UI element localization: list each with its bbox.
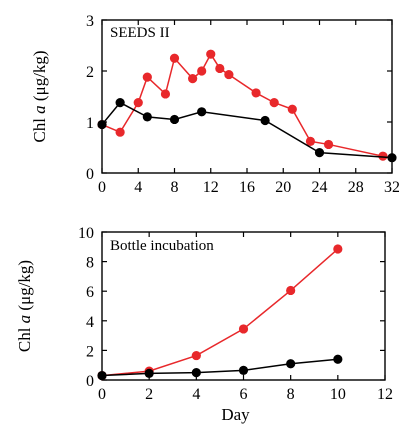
red-data-point (286, 285, 296, 296)
black-data-point (238, 365, 249, 375)
black-data-point (144, 368, 154, 378)
red-data-point (142, 72, 152, 82)
red-data-point (169, 53, 180, 63)
red-data-point (224, 69, 234, 80)
red-data-point (191, 350, 201, 361)
x-tick-label: 24 (312, 179, 328, 196)
panel-bottle-incubation: 0 2 4 6 8 10 12 0 2 4 6 8 10 Bottle incubation Chl a (… (15, 225, 393, 424)
y-tick-label: 2 (86, 343, 94, 360)
black-data-point (115, 98, 125, 108)
red-data-point (160, 89, 171, 99)
x-tick-label: 16 (239, 179, 255, 196)
x-tick-label: 12 (377, 386, 393, 403)
black-series-line (101, 101, 393, 159)
red-data-point (333, 244, 343, 254)
black-data-point (286, 359, 296, 369)
red-data-point (287, 104, 297, 114)
black-data-point (97, 119, 107, 130)
red-data-point (188, 74, 198, 84)
y-tick-label: 3 (86, 13, 94, 30)
x-tick-label: 10 (330, 386, 346, 403)
x-tick-label: 20 (275, 179, 291, 196)
black-data-point (142, 112, 152, 122)
red-data-point (378, 151, 388, 161)
red-series-line (101, 248, 339, 377)
red-data-point (323, 139, 334, 150)
black-data-point (333, 354, 343, 364)
black-data-point (260, 115, 270, 126)
red-data-point (115, 127, 125, 137)
red-data-point (206, 49, 216, 59)
y-axis-title: Chl a (μg/kg) (15, 260, 34, 352)
red-data-point (251, 88, 261, 98)
red-data-point (215, 63, 225, 74)
x-tick-label: 4 (192, 386, 200, 403)
x-tick-label: 0 (98, 386, 106, 403)
red-data-point (197, 66, 207, 76)
black-data-point (97, 370, 107, 381)
y-tick-label: 8 (86, 255, 94, 272)
x-tick-label: 12 (203, 179, 219, 196)
black-data-point (387, 153, 397, 163)
plot-frame (101, 19, 393, 174)
y-axis-title: Chl a (μg/kg) (30, 50, 49, 142)
red-data-point (133, 98, 143, 108)
y-tick-label: 4 (86, 314, 94, 331)
panel-label: Bottle incubation (110, 238, 214, 254)
x-tick-label: 0 (98, 179, 106, 196)
black-series-line (101, 358, 338, 377)
y-tick-label: 10 (78, 225, 94, 242)
panel-label: SEEDS II (110, 25, 170, 41)
black-data-point (314, 148, 325, 158)
y-tick-label: 0 (86, 373, 94, 390)
black-data-point (197, 107, 207, 117)
x-axis-title: Day (221, 405, 250, 424)
x-tick-label: 6 (240, 386, 248, 403)
y-tick-label: 1 (86, 115, 94, 132)
black-data-point (191, 368, 201, 378)
red-data-point (305, 136, 316, 146)
x-tick-label: 4 (134, 179, 142, 196)
plot-frame (101, 231, 386, 381)
black-data-point (169, 114, 180, 125)
red-data-point (269, 98, 279, 108)
red-series-line (101, 52, 384, 157)
x-tick-label: 2 (145, 386, 153, 403)
x-tick-label: 28 (348, 179, 364, 196)
x-tick-label: 8 (287, 386, 295, 403)
y-tick-label: 0 (86, 166, 94, 183)
red-data-point (238, 324, 249, 334)
x-tick-label: 32 (384, 179, 399, 196)
x-tick-label: 8 (171, 179, 179, 196)
y-tick-label: 6 (86, 284, 94, 301)
y-tick-label: 2 (86, 64, 94, 81)
